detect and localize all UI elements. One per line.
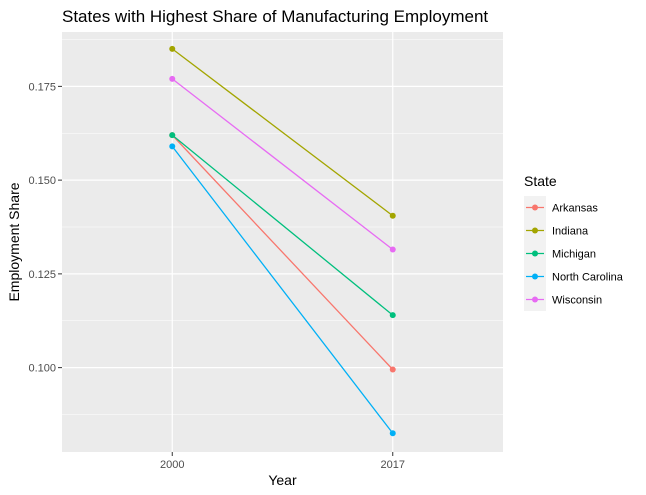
data-point — [169, 45, 176, 52]
y-tick-label: 0.100 — [28, 363, 56, 375]
series-layer — [169, 45, 396, 437]
major-gridlines — [62, 32, 503, 452]
series-line — [171, 48, 394, 217]
data-point — [389, 366, 396, 373]
x-axis-title: Year — [268, 472, 297, 488]
data-point — [389, 312, 396, 319]
plot-panel — [62, 32, 503, 452]
series-line — [171, 145, 394, 434]
y-tick-label: 0.150 — [28, 175, 56, 187]
y-axis-title: Employment Share — [6, 182, 22, 301]
legend-label: North Carolina — [552, 272, 624, 284]
series-line — [171, 78, 394, 251]
data-point — [389, 430, 396, 437]
legend-title: State — [524, 173, 557, 189]
series-line — [171, 134, 394, 370]
y-axis: 0.100 0.125 0.150 0.175 — [28, 81, 62, 375]
data-point — [169, 143, 176, 150]
legend-label: Arkansas — [552, 203, 598, 215]
legend-key-point — [532, 250, 538, 257]
x-tick-label: 2017 — [381, 459, 405, 471]
legend-label: Indiana — [552, 226, 589, 238]
legend-key-point — [532, 296, 538, 303]
y-tick-label: 0.175 — [28, 81, 56, 93]
data-point — [169, 75, 176, 82]
data-point — [169, 132, 176, 139]
legend-key-point — [532, 204, 538, 211]
minor-gridlines — [62, 39, 503, 415]
data-point — [389, 246, 396, 253]
x-axis: 2000 2017 — [160, 452, 405, 471]
legend: State Arkansas Indiana Michigan North Carol… — [524, 173, 624, 311]
legend-key-point — [532, 227, 538, 234]
x-tick-label: 2000 — [160, 459, 184, 471]
legend-label: Wisconsin — [552, 295, 602, 307]
chart-title: States with Highest Share of Manufacturi… — [62, 7, 488, 26]
data-point — [389, 212, 396, 219]
legend-label: Michigan — [552, 249, 596, 261]
legend-key-point — [532, 273, 538, 280]
y-tick-label: 0.125 — [28, 269, 56, 281]
series-line — [171, 134, 394, 316]
